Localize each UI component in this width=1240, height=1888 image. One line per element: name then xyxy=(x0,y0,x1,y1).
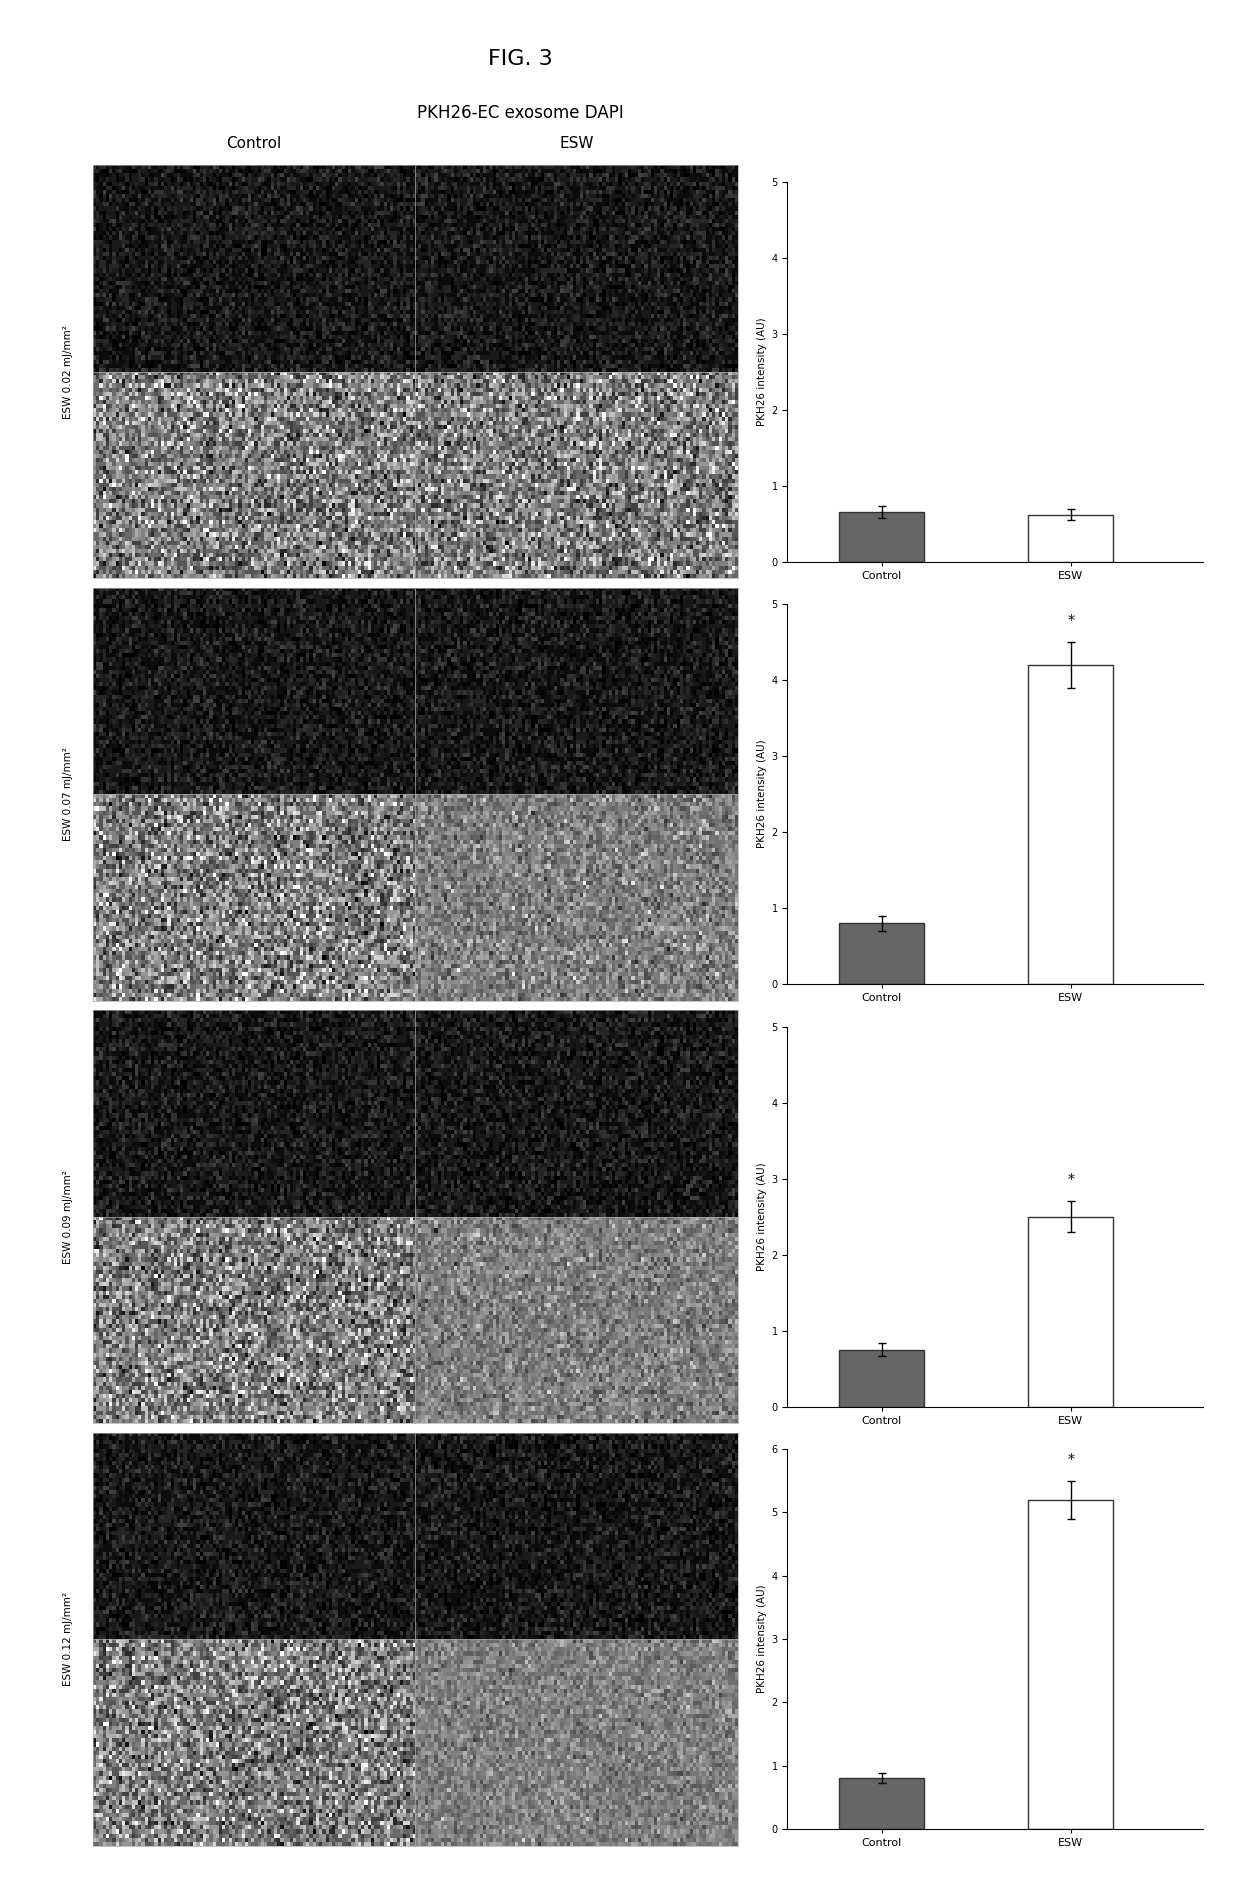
Y-axis label: PKH26 intensity (AU): PKH26 intensity (AU) xyxy=(758,740,768,848)
Bar xyxy=(1028,1216,1114,1407)
Text: Control: Control xyxy=(227,136,281,151)
Text: *: * xyxy=(1068,614,1074,627)
Bar xyxy=(839,512,924,563)
Text: PKH26-EC exosome DAPI: PKH26-EC exosome DAPI xyxy=(418,104,624,123)
Text: *: * xyxy=(1068,1172,1074,1186)
Text: ESW 0.09 mJ/mm²: ESW 0.09 mJ/mm² xyxy=(63,1171,73,1263)
Bar xyxy=(1028,1499,1114,1829)
Bar xyxy=(1028,665,1114,984)
Y-axis label: PKH26 intensity (AU): PKH26 intensity (AU) xyxy=(758,1584,768,1694)
Bar xyxy=(839,923,924,984)
Text: *: * xyxy=(1068,1452,1074,1465)
Bar xyxy=(839,1350,924,1407)
Text: ESW 0.07 mJ/mm²: ESW 0.07 mJ/mm² xyxy=(63,748,73,840)
Bar xyxy=(1028,515,1114,563)
Y-axis label: PKH26 intensity (AU): PKH26 intensity (AU) xyxy=(758,317,768,427)
Text: ESW 0.12 mJ/mm²: ESW 0.12 mJ/mm² xyxy=(63,1592,73,1686)
Text: ESW 0.02 mJ/mm²: ESW 0.02 mJ/mm² xyxy=(63,325,73,419)
Text: ESW: ESW xyxy=(559,136,594,151)
Y-axis label: PKH26 intensity (AU): PKH26 intensity (AU) xyxy=(758,1163,768,1271)
Text: FIG. 3: FIG. 3 xyxy=(489,49,553,70)
Bar xyxy=(839,1778,924,1829)
